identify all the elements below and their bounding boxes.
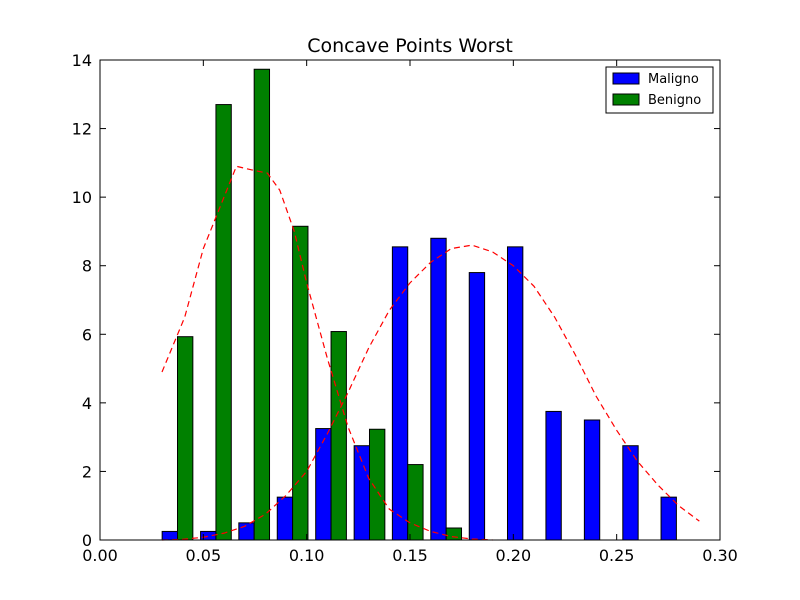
bar-benigno-0: [177, 336, 194, 541]
bar-benigno-2: [253, 68, 271, 541]
bar-benigno-4: [330, 331, 347, 541]
bars-layer: [161, 68, 677, 541]
y-tick-label: 14: [72, 51, 92, 70]
bar-maligno-6: [391, 246, 409, 541]
bar-benigno-1: [215, 104, 232, 541]
bar-maligno-2: [238, 522, 255, 541]
y-tick-label: 12: [72, 120, 92, 139]
bar-benigno-3: [292, 225, 309, 541]
y-tick-label: 8: [82, 257, 92, 276]
bar-benigno-7: [445, 527, 463, 541]
x-tick-label: 0.30: [702, 546, 738, 565]
x-tick-label: 0.15: [392, 546, 428, 565]
legend: Maligno Benigno: [605, 66, 714, 114]
x-tick-label: 0.05: [186, 546, 222, 565]
bar-maligno-10: [545, 410, 562, 541]
bar-maligno-13: [660, 496, 677, 541]
bar-maligno-4: [315, 428, 332, 541]
y-tick-label: 4: [82, 394, 92, 413]
legend-swatch-benigno: [612, 93, 640, 106]
bar-benigno-5: [368, 428, 386, 541]
bar-maligno-9: [506, 246, 524, 541]
bar-maligno-0: [161, 530, 178, 541]
bar-maligno-11: [583, 419, 601, 541]
bar-maligno-8: [468, 272, 486, 541]
chart-title: Concave Points Worst: [307, 35, 513, 57]
legend-swatch-maligno: [612, 72, 640, 85]
x-tick-label: 0.25: [599, 546, 635, 565]
bar-maligno-7: [430, 237, 447, 541]
ticks-layer: 0.00 0.05 0.10 0.15 0.20 0.25 0.30 0 2 4 6 8 10 12 14: [72, 51, 738, 565]
y-tick-label: 10: [72, 188, 92, 207]
bar-benigno-6: [407, 464, 424, 541]
x-tick-label: 0.00: [82, 546, 118, 565]
bar-maligno-3: [276, 496, 294, 541]
y-tick-label: 0: [82, 531, 92, 550]
density-curve-1: [161, 165, 493, 541]
x-tick-label: 0.20: [496, 546, 532, 565]
density-curve-2: [161, 244, 700, 541]
x-tick-label: 0.10: [289, 546, 325, 565]
legend-label-maligno: Maligno: [648, 72, 699, 87]
legend-label-benigno: Benigno: [648, 93, 701, 108]
y-tick-label: 6: [82, 325, 92, 344]
curves-layer: [161, 165, 700, 541]
y-tick-label: 2: [82, 462, 92, 481]
